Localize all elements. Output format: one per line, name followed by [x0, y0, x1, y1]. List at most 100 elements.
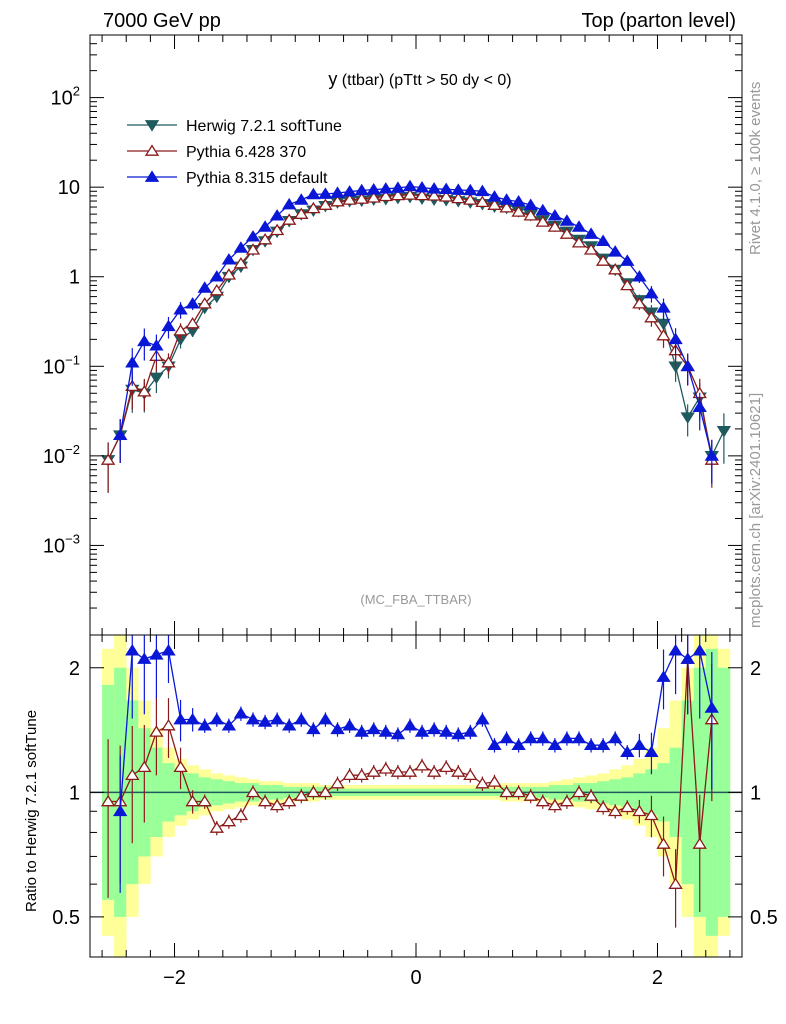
data-point: [656, 328, 671, 341]
legend-marker: [144, 170, 160, 182]
ratio-point: [547, 798, 563, 811]
ratio-point: [475, 712, 490, 725]
data-point: [487, 198, 502, 210]
y-tick-label: 102: [51, 84, 80, 110]
ratio-series-pythia8: [113, 635, 719, 893]
data-point: [426, 182, 442, 194]
series-line-pythia8: [119, 185, 713, 457]
ratio-point: [330, 776, 345, 789]
ratio-point: [282, 794, 297, 807]
ratio-point: [125, 768, 140, 781]
ratio-point: [161, 643, 176, 656]
ratio-point: [535, 731, 550, 744]
data-point: [294, 207, 309, 219]
ratio-point: [330, 722, 345, 735]
ratio-point: [487, 775, 502, 787]
ratio-point: [608, 731, 623, 744]
ratio-point: [426, 722, 442, 735]
ratio-point: [511, 785, 526, 798]
data-point: [378, 182, 393, 194]
ratio-point: [595, 738, 611, 751]
data-point: [149, 372, 164, 385]
ratio-point: [173, 712, 188, 725]
ratio-point: [414, 759, 430, 771]
ratio-point: [620, 800, 635, 813]
ratio-point: [583, 738, 599, 751]
ratio-point: [668, 877, 683, 889]
ratio-point: [113, 804, 128, 817]
series-line-herwig: [107, 196, 725, 461]
data-point: [330, 186, 345, 198]
data-point: [475, 184, 490, 197]
ratio-point: [354, 768, 369, 781]
data-point: [185, 316, 200, 329]
ratio-y-tick-label-right: 1: [750, 782, 761, 804]
data-point: [306, 187, 321, 200]
data-point: [257, 220, 273, 232]
ratio-point: [185, 794, 200, 807]
y-tick-label: 1: [69, 267, 80, 289]
data-point: [680, 412, 695, 424]
data-point: [632, 297, 647, 309]
data-point: [306, 201, 321, 214]
ratio-point: [499, 785, 514, 798]
data-point: [269, 223, 285, 236]
data-point: [318, 198, 333, 210]
data-point: [402, 188, 418, 200]
legend-label: Herwig 7.2.1 softTune: [186, 118, 342, 135]
ratio-point: [221, 814, 237, 827]
data-point: [620, 254, 635, 266]
ratio-point: [378, 762, 393, 774]
data-point: [354, 183, 369, 196]
data-point: [330, 194, 345, 207]
data-point: [439, 190, 454, 202]
ratio-point: [402, 718, 418, 731]
legend-label: Pythia 8.315 default: [186, 170, 328, 187]
data-point: [197, 297, 212, 309]
ratio-point: [137, 760, 152, 773]
data-point: [608, 262, 623, 275]
ratio-point: [318, 712, 333, 725]
data-point: [173, 302, 188, 315]
ratio-point: [342, 768, 357, 781]
data-point: [161, 319, 176, 332]
data-point: [511, 194, 526, 207]
ratio-point: [644, 745, 659, 758]
data-point: [439, 182, 454, 195]
ratio-point: [390, 765, 406, 777]
ratio-y-tick-label-right: 2: [750, 658, 761, 680]
ratio-y-tick-label-right: 0.5: [750, 907, 778, 929]
series-pythia8: [113, 179, 719, 484]
main-panel: 102 10 1 10−1 10−2 10−3 y (ttbar) (pTtt > 50 …: [43, 34, 743, 636]
data-point: [209, 270, 224, 282]
ratio-point: [620, 745, 635, 758]
ratio-point: [559, 731, 575, 744]
ratio-point: [523, 789, 538, 801]
ratio-point: [294, 789, 309, 801]
ratio-point: [499, 731, 514, 744]
data-point: [620, 278, 635, 291]
ratio-point: [306, 785, 321, 798]
data-point: [282, 197, 297, 210]
ratio-point: [245, 712, 261, 725]
ratio-point: [354, 725, 369, 737]
data-point: [269, 209, 285, 221]
ratio-point: [209, 821, 224, 833]
data-point: [499, 193, 514, 205]
x-tick-label: −2: [163, 967, 186, 989]
ratio-point: [282, 718, 297, 731]
data-point: [402, 179, 418, 192]
data-point: [161, 355, 176, 368]
ratio-point: [185, 712, 200, 725]
data-point: [233, 256, 249, 269]
ratio-point: [197, 794, 212, 807]
data-point: [487, 190, 502, 202]
ratio-point: [257, 794, 273, 807]
x-tick-label: 0: [410, 967, 421, 989]
ratio-point: [366, 765, 381, 777]
data-point: [137, 334, 152, 347]
ratio-point: [221, 718, 237, 731]
ratio-point: [149, 648, 164, 660]
data-point: [197, 281, 212, 293]
ratio-point: [269, 798, 285, 811]
